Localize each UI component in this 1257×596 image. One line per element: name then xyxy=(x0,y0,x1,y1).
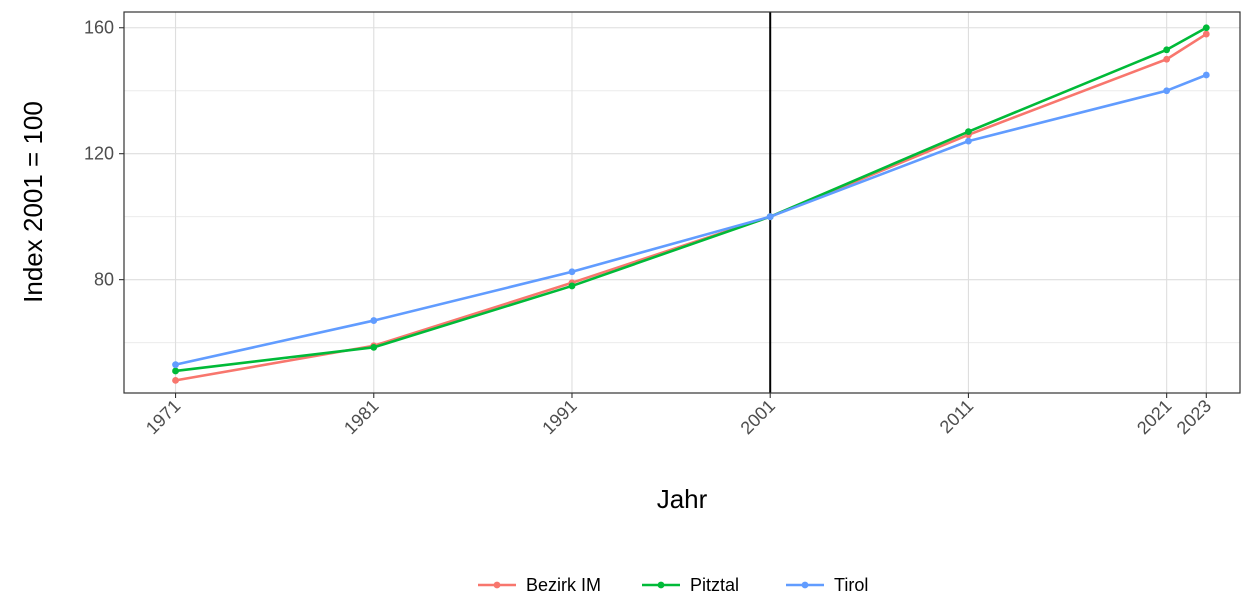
data-point xyxy=(766,213,774,221)
data-point xyxy=(370,343,378,351)
data-point xyxy=(1202,30,1210,38)
y-tick-label: 120 xyxy=(84,144,114,164)
data-point xyxy=(1163,55,1171,63)
data-point xyxy=(568,268,576,276)
data-point xyxy=(172,361,179,369)
legend-key-point xyxy=(657,581,665,589)
data-point xyxy=(172,367,179,375)
y-axis-title: Index 2001 = 100 xyxy=(18,101,48,303)
legend-label: Pitztal xyxy=(690,575,739,595)
data-point xyxy=(370,317,378,324)
legend-label: Tirol xyxy=(834,575,868,595)
legend: Bezirk IM Pitztal Tirol xyxy=(478,575,868,595)
legend-key-point xyxy=(493,581,501,589)
data-point xyxy=(965,128,972,136)
data-point xyxy=(1202,71,1210,79)
x-tick-label: 2001 xyxy=(737,396,779,438)
x-tick-label: 1981 xyxy=(340,396,382,438)
y-tick-label: 80 xyxy=(94,270,114,290)
legend-label: Bezirk IM xyxy=(526,575,601,595)
x-axis-title: Jahr xyxy=(657,484,708,514)
data-point xyxy=(965,137,972,145)
grid-layer xyxy=(124,12,1240,393)
data-point xyxy=(1202,24,1210,32)
series-line-0 xyxy=(175,32,1207,382)
y-tick-label: 160 xyxy=(84,18,114,38)
series-layer xyxy=(172,24,1210,384)
plot-panel-border xyxy=(123,11,1241,394)
x-tick-label: 1991 xyxy=(538,396,580,438)
series-line-2 xyxy=(175,73,1207,366)
data-point xyxy=(172,377,179,384)
data-point xyxy=(568,282,576,290)
data-point xyxy=(1163,46,1171,54)
legend-key-point xyxy=(801,581,809,589)
series-line-1 xyxy=(175,26,1207,373)
x-tick-label: 2011 xyxy=(936,396,978,438)
x-tick-label: 2021 xyxy=(1133,396,1175,438)
x-tick-label: 1971 xyxy=(142,396,184,438)
x-tick-label: 2023 xyxy=(1173,396,1215,438)
data-point xyxy=(1163,87,1171,95)
